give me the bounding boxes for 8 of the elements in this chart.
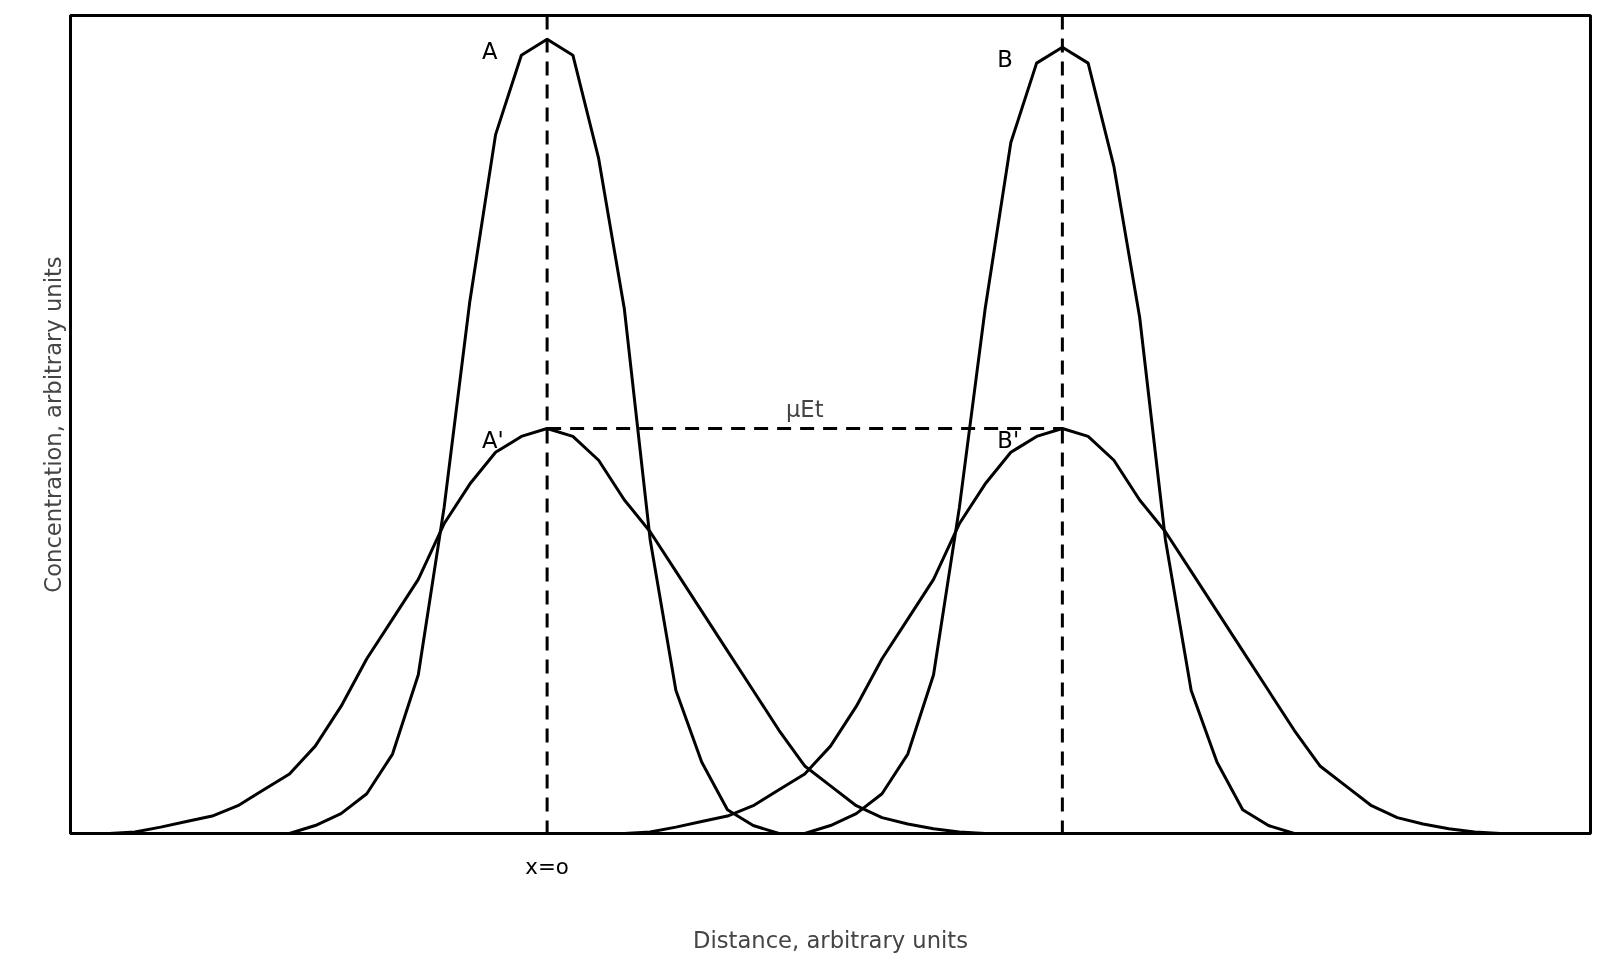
- text: x=o: [525, 853, 569, 879]
- series-label: A: [482, 38, 499, 65]
- series-label: B': [997, 427, 1020, 454]
- series-label: B: [997, 46, 1013, 73]
- x-axis-title: Distance, arbitrary units: [692, 926, 969, 953]
- series-label: A': [482, 427, 504, 454]
- annotation: μEt: [785, 396, 824, 423]
- y-axis-title: Concentration, arbitrary units: [39, 256, 66, 593]
